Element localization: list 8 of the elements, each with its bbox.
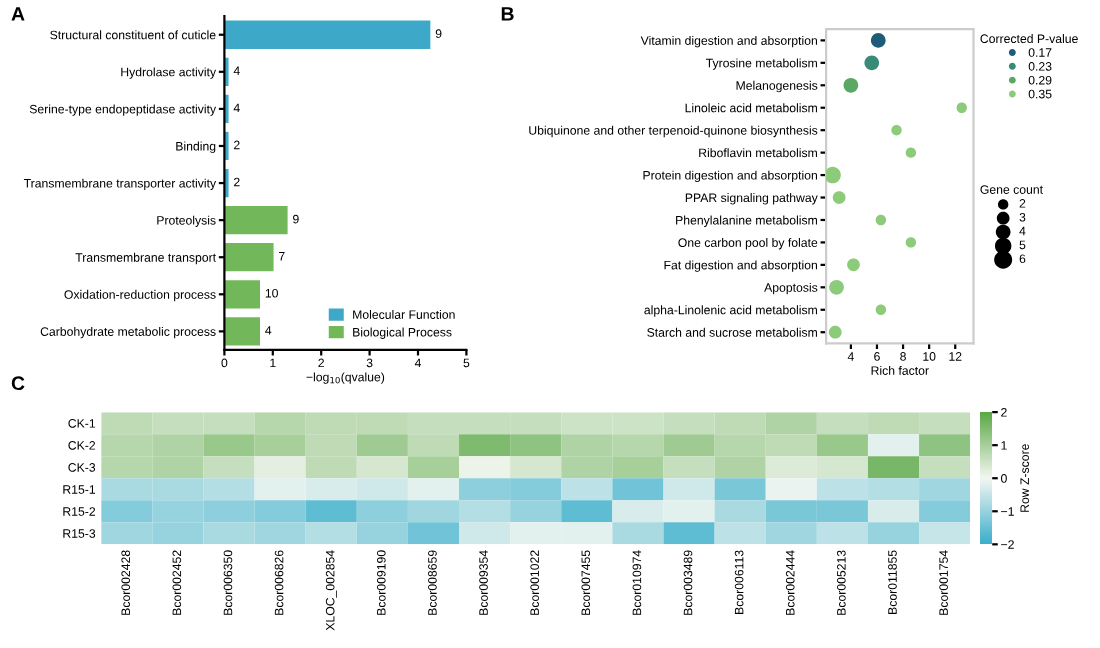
text: B [501, 7, 514, 21]
bar [224, 241, 275, 273]
text: A [11, 7, 25, 21]
bar [224, 315, 262, 347]
bar [224, 278, 262, 310]
text: C [11, 376, 25, 391]
bar [224, 19, 432, 51]
bar [224, 204, 289, 236]
